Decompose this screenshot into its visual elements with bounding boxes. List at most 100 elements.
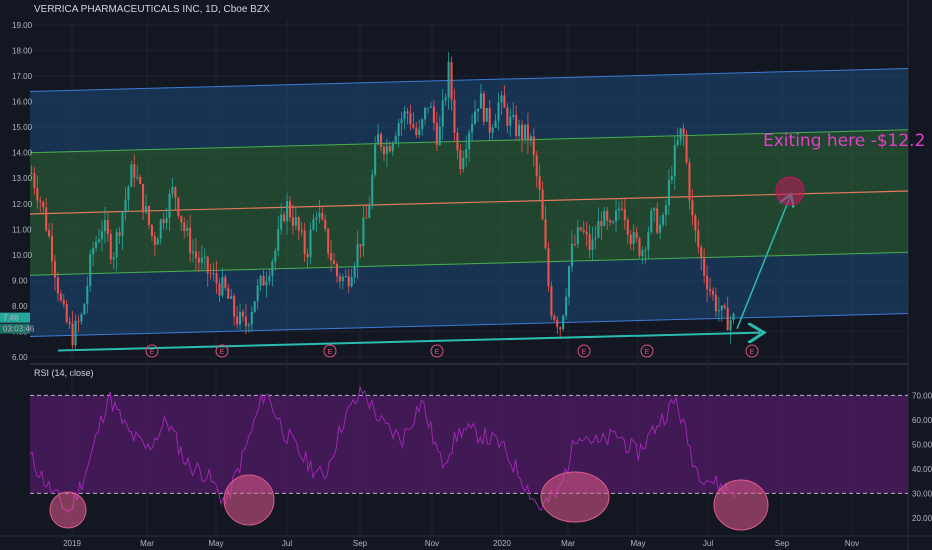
candle-body [150, 224, 153, 237]
candle-body [529, 136, 532, 141]
candle-body [33, 173, 36, 188]
candle-body [86, 285, 89, 305]
candle-body [462, 158, 465, 170]
candle-body [638, 238, 641, 256]
candle-body [418, 129, 421, 135]
earnings-marker-label: E [645, 349, 650, 356]
candle-body [259, 275, 262, 286]
candle-body [153, 236, 156, 245]
candle-body [532, 136, 535, 156]
candle-body [312, 219, 315, 230]
candle-body [550, 286, 553, 316]
candle-body [609, 220, 612, 223]
candle-body [83, 304, 86, 315]
candle-body [570, 243, 573, 267]
candle-body [485, 108, 488, 122]
channel-upper-line [29, 67, 909, 92]
candle-body [68, 321, 71, 324]
candle-body [673, 144, 676, 177]
candle-body [48, 230, 51, 237]
earnings-marker [640, 344, 654, 358]
candle-body [429, 106, 432, 108]
candle-body [45, 207, 48, 231]
time-tick-label: Mar [140, 539, 154, 548]
candle-body [130, 164, 133, 187]
candle-body [344, 276, 347, 278]
price-tick-label: 12.00 [12, 200, 33, 209]
candle-body [706, 275, 709, 290]
time-tick-label: May [208, 539, 223, 548]
candle-body [189, 227, 192, 254]
candle-body [92, 248, 95, 255]
candle-body [615, 210, 618, 222]
candle-body [441, 100, 444, 127]
candle-body [209, 273, 212, 275]
candle-body [388, 146, 391, 152]
candle-body [133, 164, 136, 178]
candle-body [274, 250, 277, 262]
candle-body [59, 293, 62, 301]
candle-body [56, 277, 59, 294]
candle-body [333, 260, 336, 264]
candle-body [556, 319, 559, 328]
candle-body [453, 99, 456, 133]
candle-body [136, 176, 139, 178]
candle-body [106, 220, 109, 235]
candle-body [71, 323, 74, 346]
candle-body [212, 273, 215, 275]
candle-body [497, 102, 500, 121]
candle-body [350, 277, 353, 287]
candle-body [432, 106, 435, 123]
candle-body [306, 253, 309, 258]
support-line-arrow [57, 333, 760, 352]
candle-body [253, 301, 256, 313]
candle-body [503, 95, 506, 108]
candle-body [476, 108, 479, 112]
candle-body [494, 120, 497, 128]
candle-body [194, 251, 197, 258]
candle-body [626, 220, 629, 235]
candle-body [80, 314, 83, 322]
candle-body [156, 238, 159, 245]
candle-body [180, 215, 183, 223]
candle-body [538, 176, 541, 190]
candle-body [662, 214, 665, 225]
candle-body [488, 108, 491, 133]
candle-body [206, 256, 209, 274]
candle-body [641, 250, 644, 256]
candle-body [374, 144, 377, 175]
candle-body [341, 276, 344, 282]
candle-body [723, 305, 726, 308]
candle-body [506, 107, 509, 126]
candle-body [315, 217, 318, 220]
candle-body [271, 261, 274, 277]
price-tick-label: 14.00 [12, 149, 33, 158]
countdown-label: 03:03:46 [3, 325, 35, 334]
candle-body [632, 232, 635, 244]
candle-body [385, 146, 388, 155]
candle-body [280, 214, 283, 230]
time-tick-label: Sep [353, 539, 368, 548]
candle-body [726, 307, 729, 331]
rsi-band [30, 395, 908, 494]
channel-lower-line [29, 313, 909, 337]
candle-body [709, 289, 712, 291]
candle-body [521, 124, 524, 140]
candle-body [500, 95, 503, 103]
price-tick-label: 19.00 [12, 21, 33, 30]
earnings-marker-label: E [435, 349, 440, 356]
price-tick-label: 8.00 [12, 302, 28, 311]
candle-body [659, 224, 662, 233]
candle-body [406, 111, 409, 114]
time-tick-label: May [630, 539, 645, 548]
candle-body [118, 232, 121, 236]
candle-body [474, 111, 477, 124]
candle-body [192, 251, 195, 254]
candle-body [197, 257, 200, 263]
earnings-marker-label: E [750, 349, 755, 356]
candle-body [218, 283, 221, 296]
candle-body [585, 231, 588, 235]
price-tick-label: 17.00 [12, 72, 33, 81]
candle-body [714, 294, 717, 312]
